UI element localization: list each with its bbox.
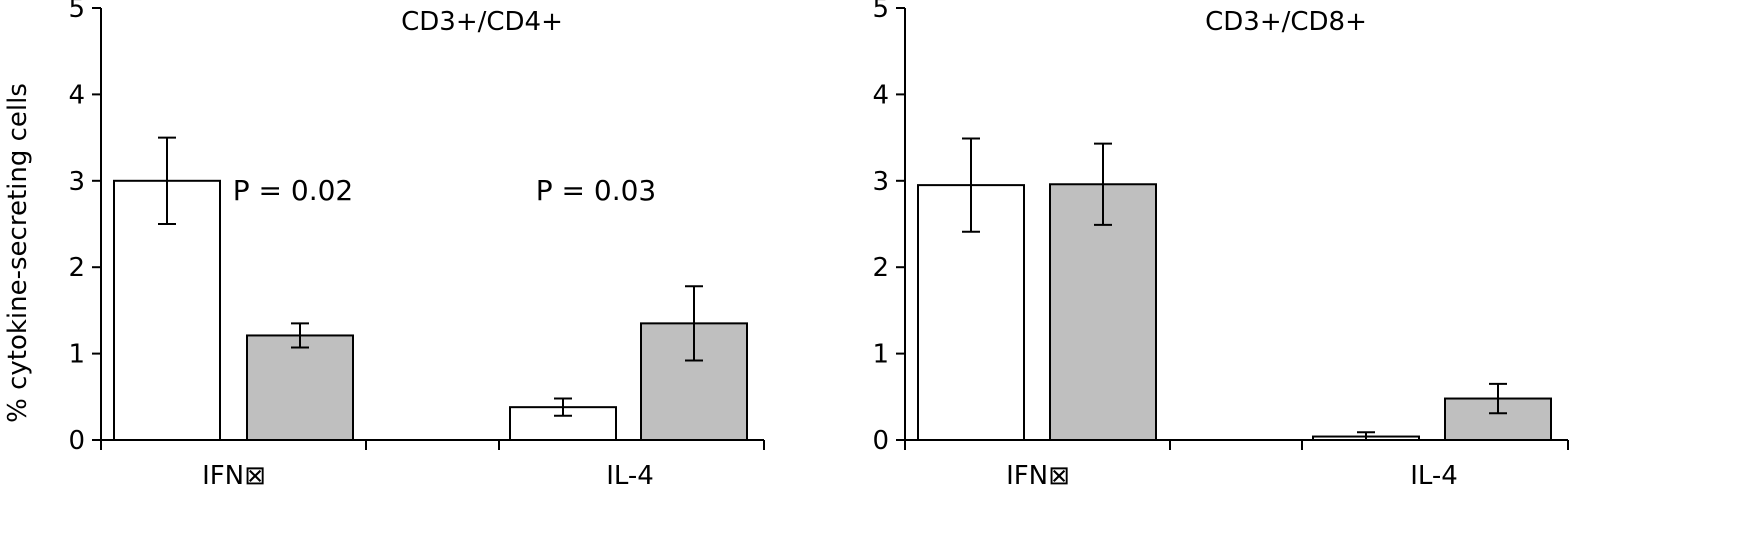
y-tick-label: 5: [68, 0, 85, 24]
y-tick-label: 3: [872, 167, 889, 197]
y-axis-label: % cytokine-secreting cells: [3, 83, 33, 423]
bar: [1049, 183, 1157, 441]
y-tick-label: 0: [68, 426, 85, 456]
bar: [246, 334, 354, 441]
y-tick-label: 5: [872, 0, 889, 24]
x-category-label: IL-4: [1410, 461, 1458, 491]
y-tick-label: 1: [872, 340, 889, 370]
y-tick-label: 4: [68, 80, 85, 110]
y-tick-label: 4: [872, 80, 889, 110]
x-category-label: IL-4: [606, 461, 654, 491]
panel-title: CD3+/CD4+: [401, 7, 563, 37]
y-tick-label: 3: [68, 167, 85, 197]
x-category-label: IFN⊠: [1006, 461, 1070, 491]
chart-panel-cd4: CD3+/CD4+ 0 1 2 3 4 5 IFN⊠ IL-4 P = 0.02 P = 0.03: [68, 0, 765, 491]
chart-panel-cd8: CD3+/CD8+ 0 1 2 3 4 5 IFN⊠ IL-4: [872, 0, 1569, 491]
y-tick-label: 0: [872, 426, 889, 456]
x-category-label: IFN⊠: [202, 461, 266, 491]
y-tick-label: 1: [68, 340, 85, 370]
y-tick-label: 2: [872, 253, 889, 283]
p-value-annotation: P = 0.03: [536, 174, 657, 207]
y-tick-label: 2: [68, 253, 85, 283]
panel-title: CD3+/CD8+: [1205, 7, 1367, 37]
p-value-annotation: P = 0.02: [233, 174, 354, 207]
